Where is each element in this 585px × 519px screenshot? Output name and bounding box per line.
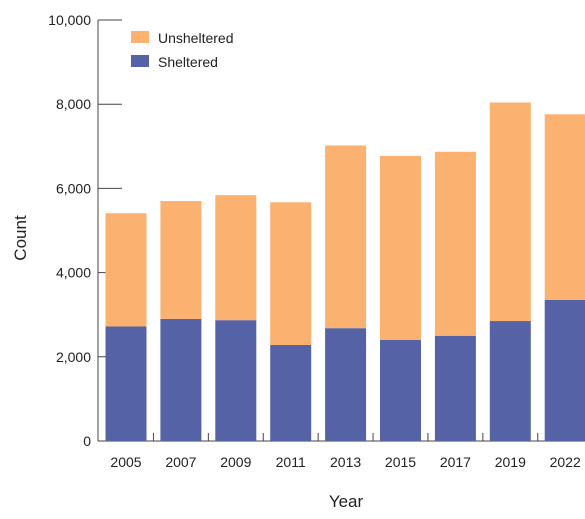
bar-sheltered-2007: [160, 318, 202, 441]
y-tick-label: 8,000: [56, 96, 91, 112]
bars: [105, 102, 585, 441]
bar-sheltered-2019: [489, 321, 531, 441]
x-tick-label: 2007: [165, 454, 196, 470]
bar-unsheltered-2011: [270, 202, 312, 346]
bar-unsheltered-2022: [544, 114, 585, 300]
y-tick-label: 6,000: [56, 180, 91, 196]
bar-unsheltered-2009: [215, 195, 257, 321]
legend-swatch-unsheltered: [131, 31, 149, 43]
y-tick-label: 10,000: [48, 12, 91, 28]
legend: Unsheltered Sheltered: [131, 30, 234, 70]
bar-unsheltered-2013: [325, 145, 367, 329]
legend-label-sheltered: Sheltered: [158, 54, 218, 70]
y-tick-label: 0: [83, 433, 91, 449]
bar-unsheltered-2005: [105, 213, 147, 327]
y-tick-label: 4,000: [56, 265, 91, 281]
x-axis-title: Year: [329, 492, 364, 511]
y-tick-labels: 0 2,000 4,000 6,000 8,000 10,000: [48, 12, 91, 449]
x-tick-labels: 2005 2007 2009 2011 2013 2015 2017 2019 2022: [110, 454, 581, 470]
bar-unsheltered-2017: [434, 151, 476, 336]
bar-sheltered-2015: [380, 339, 421, 441]
x-tick-label: 2015: [385, 454, 416, 470]
bar-sheltered-2011: [270, 345, 312, 441]
x-tick-label: 2013: [330, 454, 361, 470]
bar-sheltered-2017: [434, 335, 476, 441]
bar-unsheltered-2015: [380, 155, 421, 340]
y-tick-label: 2,000: [56, 349, 91, 365]
x-tick-label: 2022: [550, 454, 581, 470]
bar-sheltered-2022: [544, 299, 585, 441]
bar-sheltered-2005: [105, 326, 147, 441]
x-tick-label: 2011: [276, 454, 306, 470]
x-tick-label: 2005: [110, 454, 141, 470]
legend-swatch-sheltered: [131, 55, 149, 67]
x-tick-label: 2017: [440, 454, 471, 470]
legend-label-unsheltered: Unsheltered: [158, 30, 234, 46]
bar-sheltered-2009: [215, 320, 257, 441]
x-tick-label: 2019: [495, 454, 526, 470]
bar-sheltered-2013: [325, 328, 367, 441]
y-axis-title: Count: [11, 215, 30, 261]
x-tick-label: 2009: [220, 454, 251, 470]
bar-unsheltered-2019: [489, 102, 531, 322]
bar-unsheltered-2007: [160, 201, 202, 319]
